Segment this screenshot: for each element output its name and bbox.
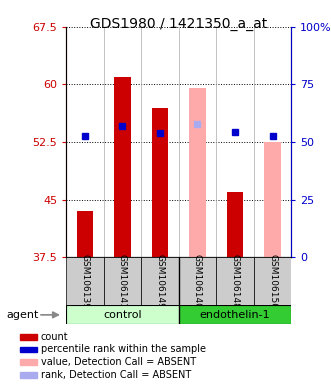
Bar: [264, 142, 281, 257]
Bar: [66, 305, 179, 324]
Bar: [216, 257, 254, 305]
Bar: [20, 334, 37, 339]
Text: GSM106148: GSM106148: [230, 254, 240, 309]
Bar: [189, 88, 206, 257]
Bar: [20, 346, 37, 353]
Text: GSM106140: GSM106140: [193, 254, 202, 309]
Text: endothelin-1: endothelin-1: [200, 310, 270, 320]
Text: GSM106150: GSM106150: [268, 254, 277, 309]
Bar: [254, 257, 291, 305]
Text: GSM106139: GSM106139: [80, 254, 89, 309]
Text: percentile rank within the sample: percentile rank within the sample: [41, 344, 206, 354]
Bar: [104, 257, 141, 305]
Bar: [152, 108, 168, 257]
Text: control: control: [103, 310, 142, 320]
Text: GDS1980 / 1421350_a_at: GDS1980 / 1421350_a_at: [90, 17, 267, 31]
Text: agent: agent: [7, 310, 39, 320]
Text: count: count: [41, 332, 68, 342]
Bar: [226, 192, 244, 257]
Bar: [66, 257, 104, 305]
Bar: [20, 359, 37, 365]
Bar: [179, 257, 216, 305]
Text: GSM106141: GSM106141: [118, 254, 127, 309]
Bar: [141, 257, 179, 305]
Text: value, Detection Call = ABSENT: value, Detection Call = ABSENT: [41, 357, 196, 367]
Bar: [114, 77, 131, 257]
Text: rank, Detection Call = ABSENT: rank, Detection Call = ABSENT: [41, 370, 191, 381]
Bar: [20, 372, 37, 378]
Bar: [179, 305, 291, 324]
Bar: [76, 211, 93, 257]
Text: GSM106149: GSM106149: [156, 254, 165, 309]
